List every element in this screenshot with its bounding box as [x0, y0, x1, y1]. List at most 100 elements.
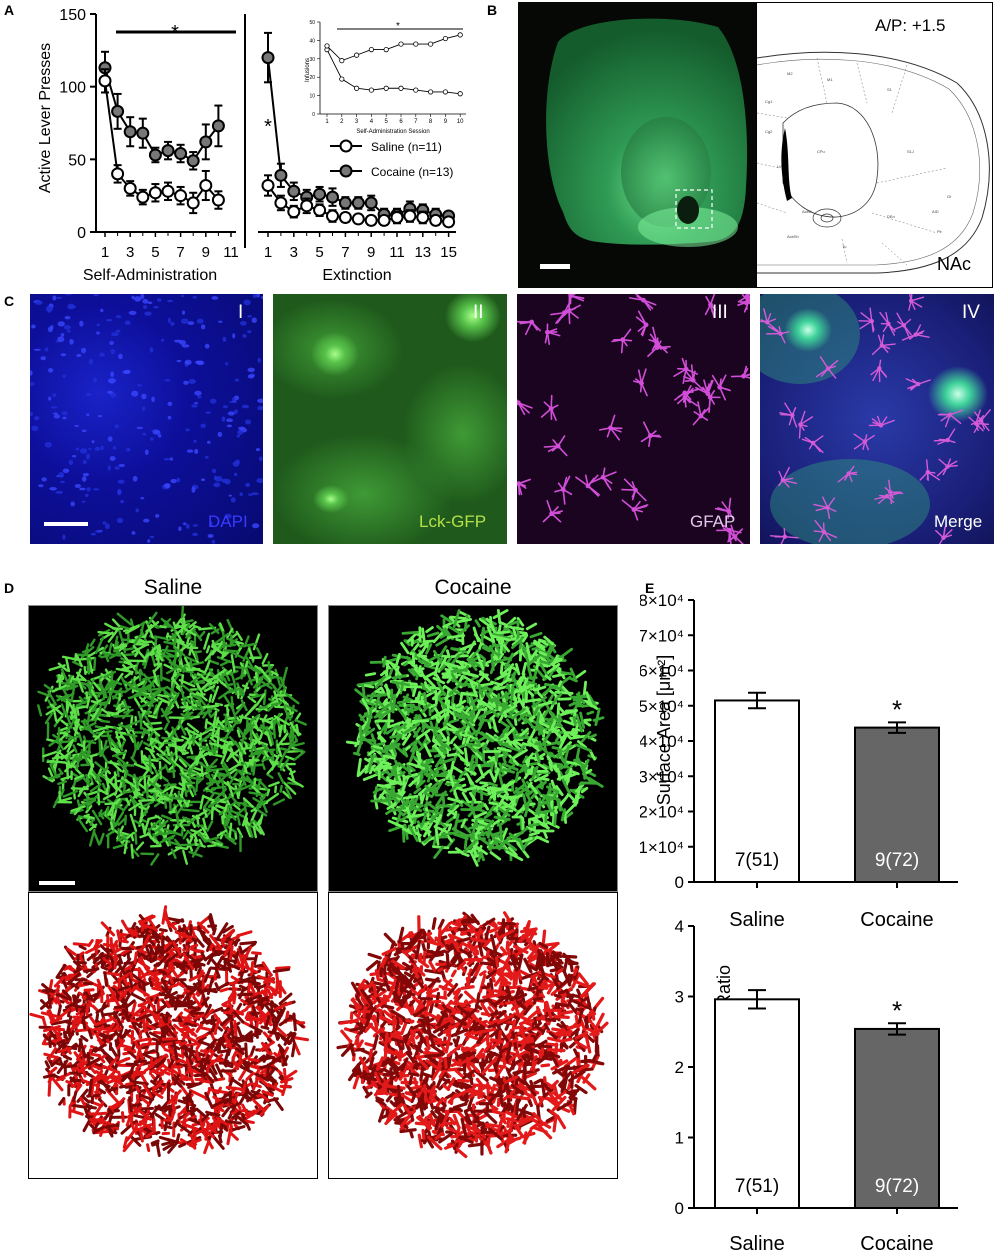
astrocyte-process — [124, 719, 142, 728]
astrocyte-process — [154, 732, 161, 748]
astrocyte-process — [143, 1006, 161, 1019]
astrocyte-process — [243, 820, 252, 838]
astrocyte-process — [245, 667, 253, 686]
astrocyte-process — [447, 769, 455, 787]
astrocyte-process — [104, 801, 121, 806]
astrocyte-process — [362, 773, 379, 781]
astrocyte-process — [415, 750, 423, 763]
astrocyte-process — [553, 810, 558, 826]
astrocyte-process — [111, 618, 121, 628]
astrocyte-process — [279, 784, 283, 793]
astrocyte-process — [80, 1035, 89, 1042]
dapi-nucleus — [124, 369, 131, 374]
astrocyte-process — [560, 808, 567, 822]
astrocyte-process — [434, 707, 442, 719]
ext-x-tick-label: 13 — [414, 244, 431, 261]
astrocyte-process — [60, 668, 70, 685]
astrocyte-process — [535, 654, 541, 671]
astrocyte-process — [160, 676, 171, 682]
astrocyte-process — [72, 744, 78, 753]
astrocyte-process — [519, 714, 528, 725]
astrocyte-process — [506, 683, 512, 694]
astrocyte-process — [238, 741, 247, 755]
astrocyte-process — [453, 743, 464, 755]
astrocyte-process — [147, 611, 158, 626]
astrocyte-process — [562, 759, 582, 766]
astrocyte-process — [503, 727, 516, 739]
astrocyte-process — [207, 915, 216, 932]
dapi-nucleus — [115, 315, 122, 319]
dapi-nucleus — [82, 472, 90, 477]
astrocyte-process — [512, 626, 525, 631]
astrocyte-process — [163, 722, 169, 731]
ext-data-point — [377, 213, 391, 227]
dapi-nucleus — [166, 299, 174, 303]
astrocyte-process — [523, 765, 534, 780]
astrocyte-process — [179, 625, 197, 637]
dapi-nucleus — [140, 294, 145, 299]
astrocyte-process — [76, 707, 80, 716]
merge-gfap-process — [913, 332, 918, 337]
gfap-process — [647, 433, 653, 439]
astrocyte-process — [455, 660, 468, 666]
astrocyte-process — [528, 728, 537, 742]
astrocyte-process — [436, 680, 447, 697]
astrocyte-process — [117, 817, 127, 826]
astrocyte-process — [142, 640, 153, 644]
astrocyte-process — [91, 1111, 108, 1116]
astrocyte-process — [499, 720, 509, 728]
astrocyte-process — [225, 669, 233, 675]
astrocyte-process — [469, 680, 479, 698]
merge-gfap-process — [767, 325, 782, 335]
astrocyte-process — [66, 718, 76, 733]
astrocyte-process — [446, 664, 455, 674]
astrocyte-process — [243, 797, 247, 813]
astrocyte-process — [232, 665, 246, 670]
astrocyte-process — [272, 684, 284, 701]
astrocyte-process — [105, 1088, 119, 1104]
gfap-process — [744, 294, 750, 299]
ext-axis-label: Extinction — [322, 267, 391, 284]
dapi-nucleus — [52, 393, 57, 398]
astrocyte-process — [197, 832, 206, 842]
astrocyte-process — [118, 629, 124, 644]
astrocyte-process — [546, 802, 553, 813]
dapi-nucleus — [233, 395, 240, 401]
gfap-process — [690, 377, 696, 383]
astrocyte-process — [393, 734, 403, 744]
astrocyte-process — [137, 782, 146, 790]
astrocyte-process — [561, 685, 572, 697]
astrocyte-process — [184, 727, 201, 737]
astrocyte-process — [96, 1025, 105, 1036]
astrocyte-process — [256, 693, 266, 706]
astrocyte-process — [464, 767, 477, 776]
dapi-nucleus — [62, 416, 67, 420]
astrocyte-process — [220, 651, 230, 659]
astrocyte-process — [207, 1059, 218, 1075]
gfap-process — [585, 483, 591, 489]
inset-data-point — [383, 85, 389, 91]
astrocyte-process — [231, 632, 239, 639]
astrocyte-process — [78, 1038, 87, 1058]
astrocyte-process — [486, 625, 496, 643]
astrocyte-process — [252, 633, 261, 651]
astrocyte-process — [195, 778, 199, 793]
astrocyte-process — [560, 647, 573, 658]
astrocyte-process — [516, 676, 523, 685]
astrocyte-process — [365, 716, 372, 733]
astrocyte-process — [188, 1089, 207, 1100]
astrocyte-process — [101, 682, 110, 694]
gfap-process — [643, 322, 649, 328]
astrocyte-process — [357, 762, 372, 777]
inset-data-point — [368, 46, 374, 53]
dapi-nucleus — [176, 477, 181, 483]
dapi-nucleus — [194, 390, 202, 396]
astrocyte-process — [558, 792, 571, 808]
panel-a-ylabel: Active Lever Presses — [37, 43, 54, 193]
dapi-nucleus — [134, 296, 142, 302]
astrocyte-process — [469, 647, 482, 661]
dapi-nucleus — [96, 323, 101, 327]
astrocyte-process — [406, 806, 413, 823]
dapi-nucleus — [44, 441, 52, 448]
astrocyte-process — [482, 643, 500, 656]
